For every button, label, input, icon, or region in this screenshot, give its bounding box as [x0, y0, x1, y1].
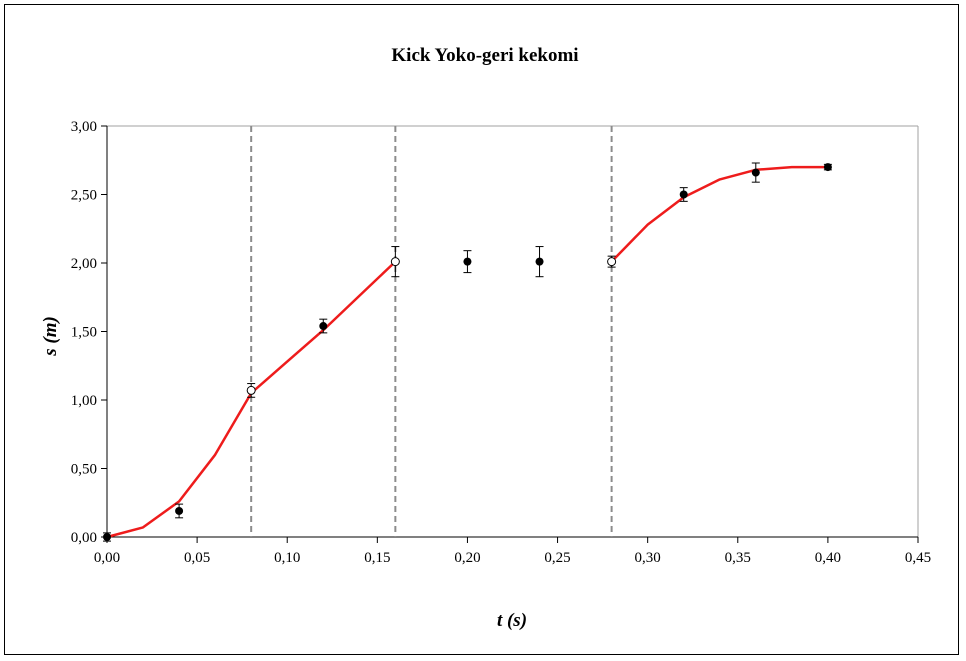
chart-frame [4, 4, 959, 655]
y-tick-label: 2,50 [71, 188, 97, 204]
data-point [319, 322, 328, 331]
fit-curve [610, 165, 828, 263]
data-point [175, 506, 184, 515]
x-tick-label: 0,30 [635, 550, 661, 566]
data-point [751, 168, 760, 177]
fit-curve [106, 392, 253, 539]
data-point [246, 385, 256, 395]
chart-title: Kick Yoko-geri kekomi [391, 45, 578, 66]
data-point [535, 257, 544, 266]
x-tick-label: 0,20 [454, 550, 480, 566]
data-point [607, 257, 617, 267]
data-point [823, 163, 832, 172]
x-tick-label: 0,05 [184, 550, 210, 566]
y-tick-label: 2,00 [71, 256, 97, 272]
y-tick-label: 1,00 [71, 393, 97, 409]
x-axis-label: t (s) [497, 610, 527, 631]
data-point [390, 257, 400, 267]
data-point [463, 257, 472, 266]
x-tick-label: 0,40 [815, 550, 841, 566]
y-axis-label: s (m) [40, 316, 61, 357]
x-tick-label: 0,15 [364, 550, 390, 566]
x-tick-label: 0,45 [905, 550, 931, 566]
data-point [679, 190, 688, 199]
y-tick-label: 0,50 [71, 462, 97, 478]
y-tick-label: 0,00 [71, 530, 97, 546]
y-tick-label: 3,00 [71, 119, 97, 135]
y-tick-label: 1,50 [71, 325, 97, 341]
x-tick-label: 0,35 [725, 550, 751, 566]
x-tick-label: 0,10 [274, 550, 300, 566]
x-tick-label: 0,25 [544, 550, 570, 566]
x-tick-label: 0,00 [94, 550, 120, 566]
